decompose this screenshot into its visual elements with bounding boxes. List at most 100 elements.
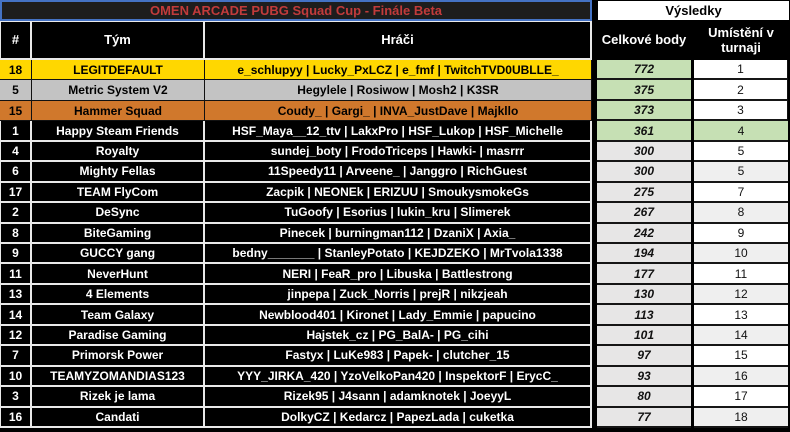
placement-cell[interactable]: 4 [694, 121, 788, 142]
players-cell[interactable]: TuGoofy | Esorius | lukin_kru | Slimerek [205, 203, 592, 224]
placement-cell[interactable]: 3 [694, 100, 788, 122]
rank-cell[interactable]: 3 [0, 387, 32, 408]
column-header-team[interactable]: Tým [32, 21, 205, 60]
team-cell[interactable]: TEAMYZOMANDIAS123 [32, 366, 205, 388]
points-cell[interactable]: 77 [597, 407, 691, 428]
points-cell[interactable]: 177 [597, 264, 691, 285]
divider [691, 80, 694, 101]
rank-cell[interactable]: 15 [0, 100, 32, 122]
points-cell[interactable]: 300 [597, 162, 691, 183]
points-cell[interactable]: 375 [597, 80, 691, 101]
points-cell[interactable]: 267 [597, 203, 691, 224]
rank-cell[interactable]: 18 [0, 60, 32, 81]
points-cell[interactable]: 194 [597, 244, 691, 265]
players-cell[interactable]: jinpepa | Zuck_Norris | prejR | nikzjeah [205, 284, 592, 306]
placement-cell[interactable]: 1 [694, 60, 788, 81]
rank-cell[interactable]: 6 [0, 162, 32, 183]
points-cell[interactable]: 97 [597, 346, 691, 367]
divider [592, 21, 597, 60]
players-cell[interactable]: Fastyx | LuKe983 | Papek- | clutcher_15 [205, 346, 592, 367]
team-cell[interactable]: BiteGaming [32, 223, 205, 244]
team-cell[interactable]: DeSync [32, 203, 205, 224]
points-cell[interactable]: 130 [597, 284, 691, 306]
rank-cell[interactable]: 4 [0, 141, 32, 163]
placement-cell[interactable]: 8 [694, 203, 788, 224]
rank-cell[interactable]: 14 [0, 305, 32, 326]
rank-cell[interactable]: 10 [0, 366, 32, 388]
table-row: 9 GUCCY gang bedny_______ | StanleyPotato … [0, 244, 790, 265]
placement-cell[interactable]: 17 [694, 387, 788, 408]
players-cell[interactable]: Coudy_ | Gargi_ | INVA_JustDave | Majkll… [205, 100, 592, 122]
team-cell[interactable]: Mighty Fellas [32, 162, 205, 183]
team-cell[interactable]: TEAM FlyCom [32, 182, 205, 204]
team-cell[interactable]: Paradise Gaming [32, 325, 205, 347]
points-cell[interactable]: 300 [597, 141, 691, 163]
team-cell[interactable]: Primorsk Power [32, 346, 205, 367]
points-cell[interactable]: 772 [597, 60, 691, 81]
placement-cell[interactable]: 2 [694, 80, 788, 101]
rank-cell[interactable]: 11 [0, 264, 32, 285]
placement-cell[interactable]: 5 [694, 141, 788, 163]
players-cell[interactable]: e_schlupyy | Lucky_PxLCZ | e_fmf | Twitc… [205, 60, 592, 81]
results-header[interactable]: Výsledky [597, 0, 790, 21]
players-cell[interactable]: NERI | FeaR_pro | Libuska | Battlestrong [205, 264, 592, 285]
points-cell[interactable]: 361 [597, 121, 691, 142]
players-cell[interactable]: Zacpik | NEONEk | ERIZUU | SmoukysmokeGs [205, 182, 592, 204]
placement-cell[interactable]: 5 [694, 162, 788, 183]
rank-cell[interactable]: 17 [0, 182, 32, 204]
rank-cell[interactable]: 13 [0, 284, 32, 306]
players-cell[interactable]: Newblood401 | Kironet | Lady_Emmie | pap… [205, 305, 592, 326]
players-cell[interactable]: Hegylele | Rosiwow | Mosh2 | K3SR [205, 80, 592, 101]
players-cell[interactable]: Rizek95 | J4sann | adamknotek | JoeyyL [205, 387, 592, 408]
players-cell[interactable]: Pinecek | burningman112 | DzaniX | Axia_ [205, 223, 592, 244]
team-cell[interactable]: Happy Steam Friends [32, 121, 205, 142]
column-header-rank[interactable]: # [0, 21, 32, 60]
players-cell[interactable]: DolkyCZ | Kedarcz | PapezLada | cuketka [205, 407, 592, 428]
team-cell[interactable]: Candati [32, 407, 205, 428]
placement-cell[interactable]: 12 [694, 284, 788, 306]
placement-cell[interactable]: 11 [694, 264, 788, 285]
players-cell[interactable]: 11Speedy11 | Arveene_ | Janggro | RichGu… [205, 162, 592, 183]
team-cell[interactable]: Hammer Squad [32, 100, 205, 122]
column-header-points[interactable]: Celkové body [597, 21, 691, 60]
column-header-players[interactable]: Hráči [205, 21, 592, 60]
points-cell[interactable]: 242 [597, 223, 691, 244]
rank-cell[interactable]: 2 [0, 203, 32, 224]
column-header-placement[interactable]: Umístění v turnaji [694, 21, 788, 60]
players-cell[interactable]: Hajstek_cz | PG_BalA- | PG_cihi [205, 325, 592, 347]
players-cell[interactable]: YYY_JIRKA_420 | YzoVelkoPan420 | Inspekt… [205, 366, 592, 388]
placement-cell[interactable]: 9 [694, 223, 788, 244]
team-cell[interactable]: Rizek je lama [32, 387, 205, 408]
placement-cell[interactable]: 14 [694, 325, 788, 347]
rank-cell[interactable]: 16 [0, 407, 32, 428]
team-cell[interactable]: Team Galaxy [32, 305, 205, 326]
placement-cell[interactable]: 13 [694, 305, 788, 326]
rank-cell[interactable]: 7 [0, 346, 32, 367]
placement-cell[interactable]: 7 [694, 182, 788, 204]
team-cell[interactable]: GUCCY gang [32, 244, 205, 265]
players-cell[interactable]: sundej_boty | FrodoTriceps | Hawki- | ma… [205, 141, 592, 163]
points-cell[interactable]: 80 [597, 387, 691, 408]
placement-cell[interactable]: 18 [694, 407, 788, 428]
points-cell[interactable]: 93 [597, 366, 691, 388]
team-cell[interactable]: NeverHunt [32, 264, 205, 285]
players-cell[interactable]: HSF_Maya__12_ttv | LakxPro | HSF_Lukop |… [205, 121, 592, 142]
team-cell[interactable]: 4 Elements [32, 284, 205, 306]
team-cell[interactable]: LEGITDEFAULT [32, 60, 205, 81]
points-cell[interactable]: 275 [597, 182, 691, 204]
team-cell[interactable]: Metric System V2 [32, 80, 205, 101]
rank-cell[interactable]: 5 [0, 80, 32, 101]
team-cell[interactable]: Royalty [32, 141, 205, 163]
rank-cell[interactable]: 9 [0, 244, 32, 265]
points-cell[interactable]: 101 [597, 325, 691, 347]
rank-cell[interactable]: 12 [0, 325, 32, 347]
points-cell[interactable]: 113 [597, 305, 691, 326]
rank-cell[interactable]: 1 [0, 121, 32, 142]
points-cell[interactable]: 373 [597, 100, 691, 122]
placement-cell[interactable]: 10 [694, 244, 788, 265]
players-cell[interactable]: bedny_______ | StanleyPotato | KEJDZEKO … [205, 244, 592, 265]
placement-cell[interactable]: 15 [694, 346, 788, 367]
rank-cell[interactable]: 8 [0, 223, 32, 244]
tournament-title[interactable]: OMEN ARCADE PUBG Squad Cup - Finále Beta [0, 0, 592, 21]
placement-cell[interactable]: 16 [694, 366, 788, 388]
